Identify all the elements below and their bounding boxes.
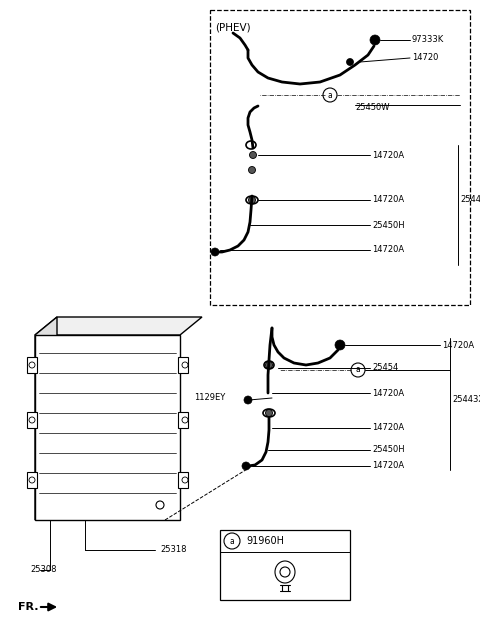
Text: 97333K: 97333K [412,36,444,44]
Circle shape [249,197,255,203]
Text: 25450H: 25450H [372,220,405,230]
Circle shape [265,361,273,369]
Text: a: a [229,536,234,545]
Circle shape [265,409,273,416]
FancyBboxPatch shape [178,412,188,428]
Text: 25450H: 25450H [372,446,405,454]
Polygon shape [35,317,57,520]
Text: 14720A: 14720A [372,150,404,160]
Text: 25454: 25454 [372,364,398,372]
Text: 14720A: 14720A [372,424,404,433]
Text: 14720A: 14720A [372,389,404,398]
Text: a: a [356,366,360,374]
Text: 14720A: 14720A [372,245,404,255]
Circle shape [335,340,345,350]
Text: 25318: 25318 [160,545,187,555]
Text: 1129EY: 1129EY [194,393,225,401]
Circle shape [370,35,380,45]
Circle shape [250,151,256,158]
FancyBboxPatch shape [27,412,37,428]
Text: (PHEV): (PHEV) [215,22,251,32]
Text: 25443X: 25443X [452,396,480,404]
Text: 25450W: 25450W [355,103,389,113]
FancyBboxPatch shape [35,335,180,520]
Text: 25308: 25308 [30,565,57,575]
Text: 14720A: 14720A [372,195,404,205]
Text: 91960H: 91960H [246,536,284,546]
Text: FR.: FR. [18,602,38,612]
FancyBboxPatch shape [178,357,188,373]
Text: a: a [328,91,332,100]
FancyBboxPatch shape [178,472,188,488]
Text: 14720: 14720 [412,53,438,63]
Circle shape [244,396,252,404]
FancyBboxPatch shape [27,357,37,373]
Text: 25443X: 25443X [460,195,480,205]
Circle shape [242,462,250,470]
Circle shape [249,167,255,173]
Polygon shape [35,317,202,335]
FancyBboxPatch shape [220,530,350,600]
Circle shape [211,248,219,256]
Circle shape [347,58,353,66]
FancyBboxPatch shape [27,472,37,488]
Text: 14720A: 14720A [442,341,474,349]
Text: 14720A: 14720A [372,461,404,471]
